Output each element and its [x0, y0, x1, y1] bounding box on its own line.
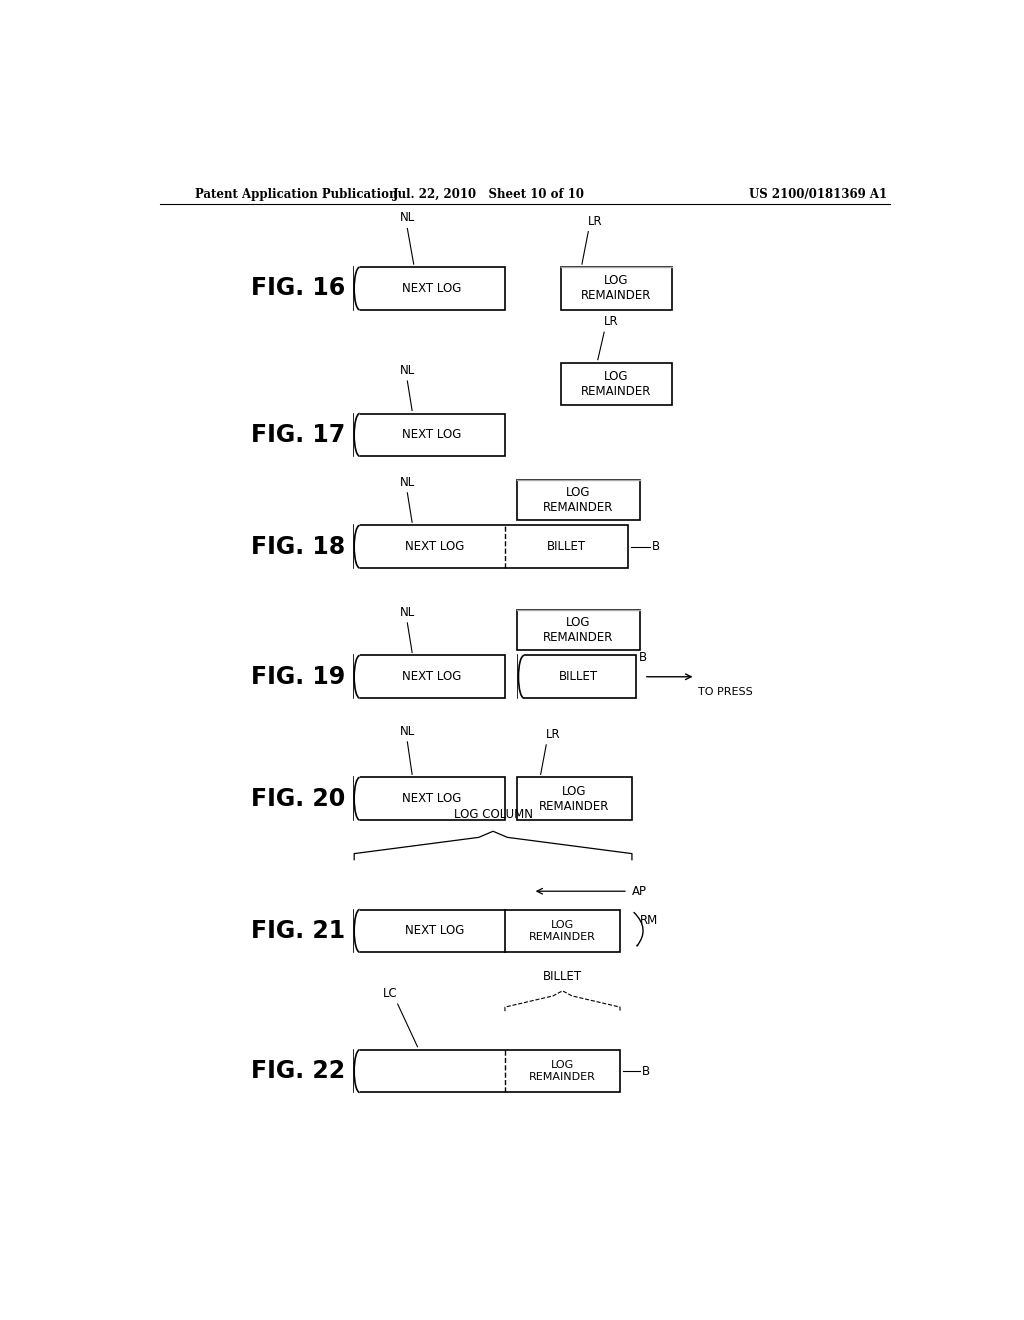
Text: RM: RM [640, 915, 658, 927]
Text: LOG
REMAINDER: LOG REMAINDER [529, 920, 596, 941]
Text: NEXT LOG: NEXT LOG [401, 792, 461, 805]
Bar [560, 267, 672, 310]
Bar [354, 777, 505, 820]
FancyArrowPatch shape [634, 912, 643, 946]
Text: FIG. 21: FIG. 21 [251, 919, 345, 942]
Bar [354, 776, 359, 821]
Bar [354, 1049, 620, 1093]
Text: LR: LR [604, 315, 618, 329]
Bar [354, 413, 505, 457]
Text: NEXT LOG: NEXT LOG [401, 282, 461, 294]
Text: NL: NL [399, 475, 415, 488]
Text: LOG
REMAINDER: LOG REMAINDER [543, 486, 613, 513]
Text: TO PRESS: TO PRESS [697, 686, 753, 697]
Bar [354, 267, 505, 310]
Bar [354, 655, 359, 700]
Text: BILLET: BILLET [547, 540, 586, 553]
Text: NL: NL [399, 725, 415, 738]
Text: FIG. 22: FIG. 22 [251, 1059, 345, 1084]
Text: NEXT LOG: NEXT LOG [404, 924, 464, 937]
Text: NL: NL [399, 364, 415, 378]
Bar [560, 363, 672, 405]
Text: B: B [642, 1065, 650, 1077]
Text: FIG. 18: FIG. 18 [251, 535, 345, 558]
Text: NL: NL [399, 211, 415, 224]
Bar [354, 525, 628, 568]
Bar [517, 777, 632, 820]
Text: BILLET: BILLET [559, 671, 598, 684]
Text: LOG
REMAINDER: LOG REMAINDER [529, 1060, 596, 1082]
Text: NEXT LOG: NEXT LOG [404, 540, 464, 553]
Bar [517, 479, 640, 520]
Text: B: B [651, 540, 659, 553]
Bar [354, 908, 359, 953]
Bar [518, 656, 636, 698]
Text: NEXT LOG: NEXT LOG [401, 671, 461, 684]
Text: FIG. 19: FIG. 19 [251, 665, 345, 689]
Text: FIG. 20: FIG. 20 [251, 787, 345, 810]
Bar [518, 655, 524, 700]
Text: LOG
REMAINDER: LOG REMAINDER [581, 275, 651, 302]
Text: LR: LR [588, 215, 603, 227]
Text: NL: NL [399, 606, 415, 619]
Bar [354, 1049, 359, 1093]
Text: AP: AP [632, 884, 647, 898]
Bar [354, 267, 359, 312]
Text: FIG. 17: FIG. 17 [251, 422, 345, 447]
Text: LOG
REMAINDER: LOG REMAINDER [581, 370, 651, 399]
Bar [517, 610, 640, 651]
Bar [354, 524, 359, 569]
Text: FIG. 16: FIG. 16 [251, 276, 345, 301]
Text: B: B [639, 651, 647, 664]
Bar [354, 656, 505, 698]
Text: LOG
REMAINDER: LOG REMAINDER [540, 784, 609, 813]
Text: LC: LC [383, 987, 397, 1001]
Text: LOG
REMAINDER: LOG REMAINDER [543, 616, 613, 644]
Text: Patent Application Publication: Patent Application Publication [196, 189, 398, 202]
Text: BILLET: BILLET [543, 970, 582, 982]
Bar [354, 412, 359, 457]
Text: LR: LR [546, 727, 561, 741]
Text: LOG COLUMN: LOG COLUMN [454, 808, 532, 821]
Text: Jul. 22, 2010   Sheet 10 of 10: Jul. 22, 2010 Sheet 10 of 10 [393, 189, 585, 202]
Text: US 2100/0181369 A1: US 2100/0181369 A1 [750, 189, 888, 202]
Bar [354, 909, 620, 952]
Text: NEXT LOG: NEXT LOG [401, 429, 461, 441]
